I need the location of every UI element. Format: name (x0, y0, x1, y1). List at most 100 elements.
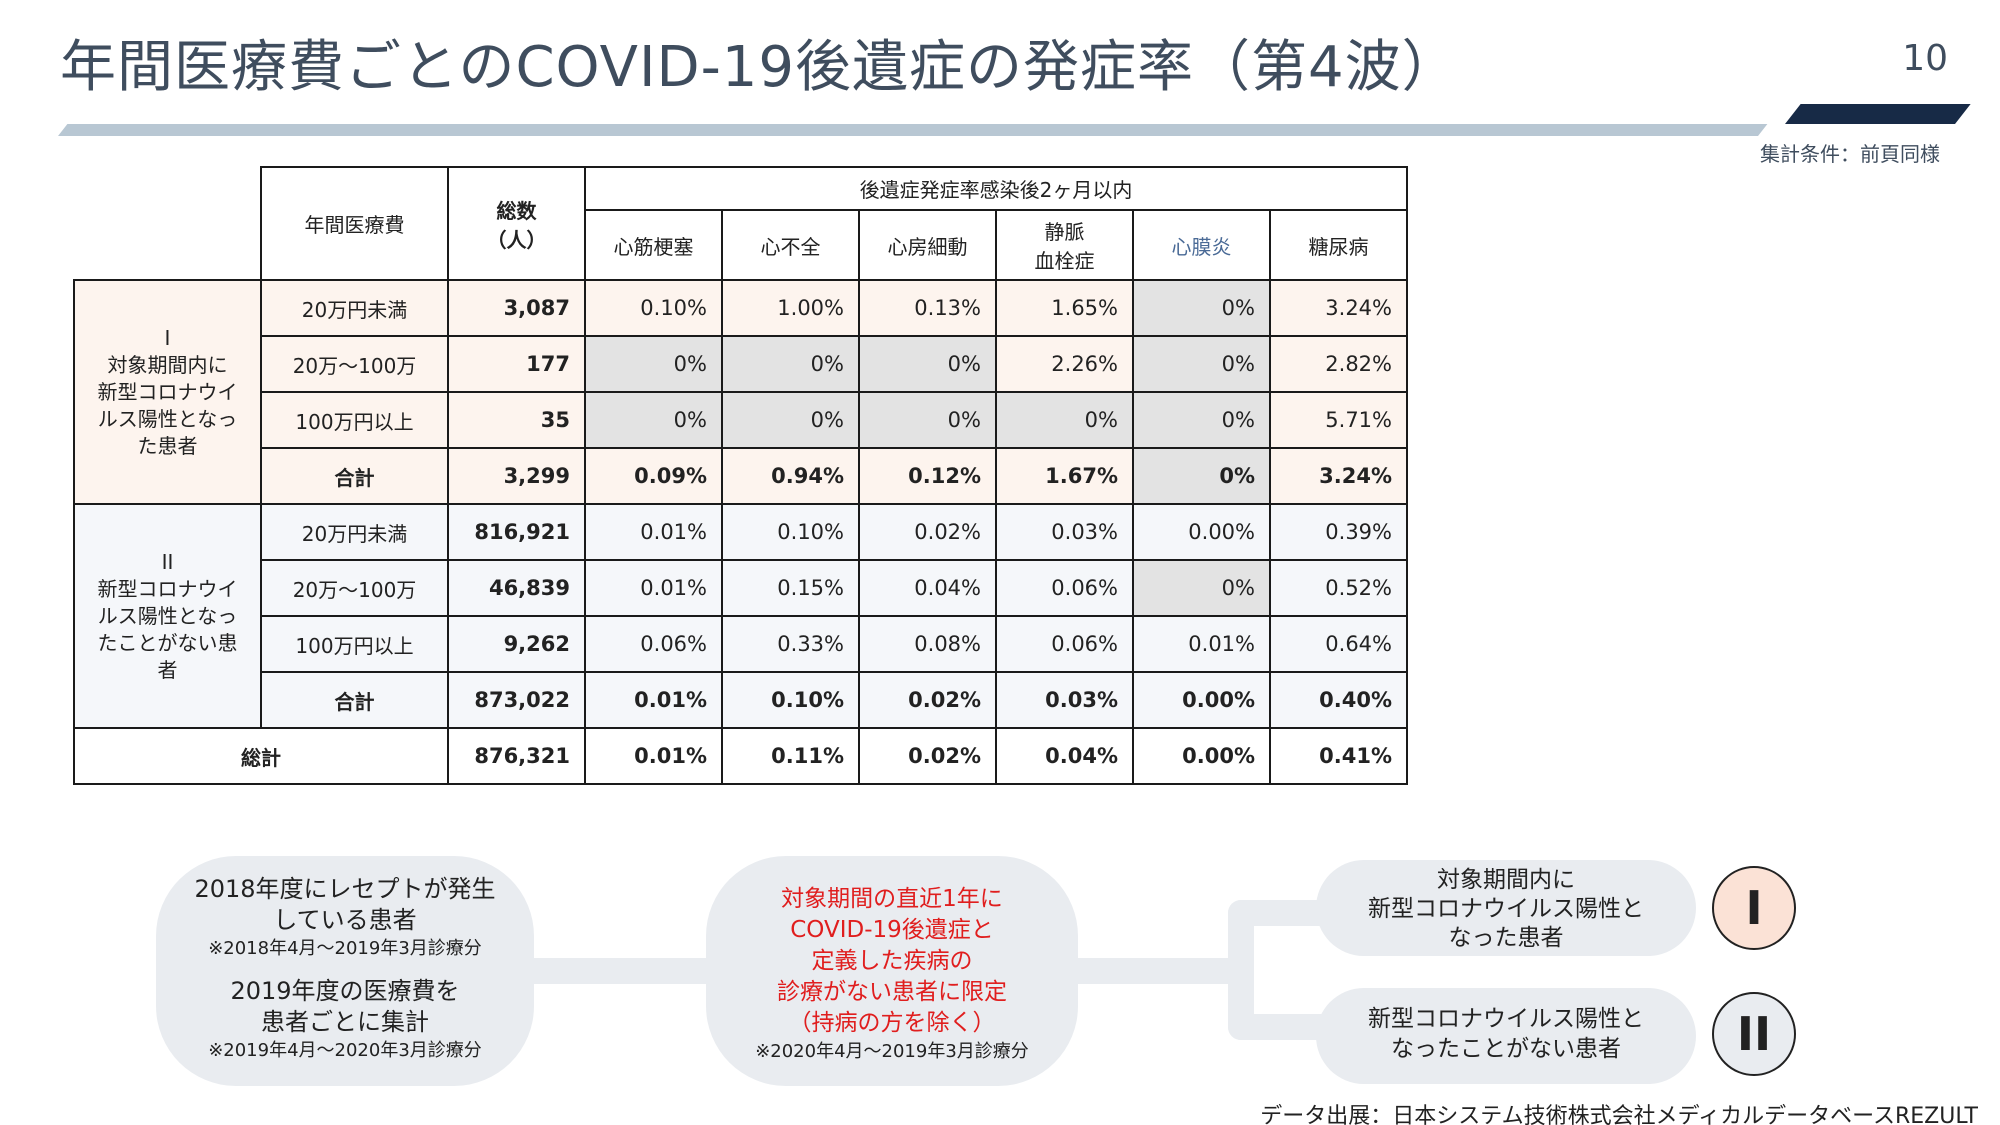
group-label-line: 新型コロナウイ (97, 379, 238, 404)
total-cell: 3,299 (447, 447, 586, 505)
group2-badge: II (1712, 992, 1796, 1076)
header-group: 後遺症発症率感染後2ヶ月以内 (584, 166, 1408, 211)
connector-branch-bottom (1228, 1014, 1324, 1040)
rate-cell: 1.67% (995, 447, 1134, 505)
rate-cell: 0.00% (1132, 503, 1271, 561)
flow-outcome-negative: 新型コロナウイルス陽性と なったことがない患者 (1316, 988, 1696, 1084)
rate-cell: 0.06% (995, 615, 1134, 673)
rate-cell: 0.08% (858, 615, 997, 673)
incidence-table: 年間医療費 総数 （人） 後遺症発症率感染後2ヶ月以内 心筋梗塞 心不全 心房細… (73, 166, 1408, 785)
header-condition-label-2: 血栓症 (1034, 249, 1095, 273)
header-condition-label: 心膜炎 (1171, 234, 1232, 259)
title-underline (58, 124, 1768, 136)
rate-cell: 0.09% (584, 447, 723, 505)
group-label-line: たことがない患 (97, 630, 238, 655)
header-condition: 糖尿病 (1269, 209, 1408, 281)
connector-mid-branch (1074, 958, 1254, 984)
rate-cell: 0.12% (858, 447, 997, 505)
total-cell: 35 (447, 391, 586, 449)
connector-branch-top (1228, 900, 1324, 926)
flow-text-highlight: （持病の方を除く） (788, 1010, 996, 1036)
grand-total-label: 総計 (73, 727, 449, 785)
rate-cell: 0.04% (995, 727, 1134, 785)
rate-cell: 0.02% (858, 727, 997, 785)
total-cell: 177 (447, 335, 586, 393)
connector-left-mid (530, 958, 710, 984)
subtotal-label: 合計 (260, 447, 449, 505)
cost-cell: 100万円以上 (260, 615, 449, 673)
condition-note: 集計条件：前頁同様 (1760, 142, 1940, 166)
header-condition-label: 心不全 (760, 234, 821, 259)
header-condition-label: 糖尿病 (1308, 234, 1369, 259)
total-cell: 3,087 (447, 279, 586, 337)
rate-cell: 0.52% (1269, 559, 1408, 617)
rate-cell: 2.82% (1269, 335, 1408, 393)
rate-cell: 0.06% (584, 615, 723, 673)
flow-step-receipts: 2018年度にレセプトが発生 している患者 ※2018年4月～2019年3月診療… (156, 856, 534, 1086)
flow-text: なったことがない患者 (1391, 1036, 1621, 1062)
flow-note: ※2019年4月～2020年3月診療分 (208, 1040, 482, 1061)
rate-cell: 0.04% (858, 559, 997, 617)
total-cell: 46,839 (447, 559, 586, 617)
flow-text: 新型コロナウイルス陽性と (1368, 896, 1644, 922)
header-total-line1: 総数 (496, 198, 537, 223)
header-condition-label: 心房細動 (887, 234, 968, 259)
group-label-line: ルス陽性となっ (97, 603, 238, 628)
header-condition: 心筋梗塞 (584, 209, 723, 281)
cost-cell: 20万～100万 (260, 559, 449, 617)
header-condition-label: 心筋梗塞 (613, 234, 694, 259)
rate-cell: 0.15% (721, 559, 860, 617)
group-label-line: 対象期間内に (107, 352, 228, 377)
rate-cell: 0.11% (721, 727, 860, 785)
rate-cell: 0.01% (584, 559, 723, 617)
rate-cell: 0.02% (858, 503, 997, 561)
header-condition-label: 静脈 (1044, 220, 1085, 244)
rate-cell: 0.64% (1269, 615, 1408, 673)
rate-cell: 0.10% (584, 279, 723, 337)
header-total: 総数 （人） (447, 166, 586, 281)
rate-cell: 1.65% (995, 279, 1134, 337)
group2-label: II 新型コロナウイ ルス陽性となっ たことがない患 者 (73, 503, 262, 729)
rate-cell: 0.10% (721, 671, 860, 729)
flow-text: なった患者 (1448, 925, 1564, 951)
rate-cell: 0.13% (858, 279, 997, 337)
flow-text: 患者ごとに集計 (261, 1008, 429, 1036)
header-condition: 静脈 血栓症 (995, 209, 1134, 281)
cost-cell: 20万～100万 (260, 335, 449, 393)
flow-text: 新型コロナウイルス陽性と (1368, 1006, 1644, 1032)
rate-cell: 0.41% (1269, 727, 1408, 785)
group-label-line: II (161, 549, 174, 574)
rate-cell: 0% (1132, 279, 1271, 337)
header-condition: 心膜炎 (1132, 209, 1271, 281)
header-total-line2: （人） (486, 227, 547, 252)
rate-cell: 0.01% (584, 503, 723, 561)
group-label-line: た患者 (137, 433, 198, 458)
page-title: 年間医療費ごとのCOVID-19後遺症の発症率（第4波） (60, 35, 1459, 100)
cost-cell: 20万円未満 (260, 279, 449, 337)
table-corner (74, 167, 261, 280)
group-label-line: 新型コロナウイ (97, 576, 238, 601)
total-cell: 816,921 (447, 503, 586, 561)
rate-cell: 0.10% (721, 503, 860, 561)
rate-cell: 2.26% (995, 335, 1134, 393)
data-source: データ出展：日本システム技術株式会社メディカルデータベースREZULT (1260, 1104, 1978, 1125)
rate-cell: 0% (858, 335, 997, 393)
group-label-line: ルス陽性となっ (97, 406, 238, 431)
rate-cell: 0% (858, 391, 997, 449)
rate-cell: 1.00% (721, 279, 860, 337)
rate-cell: 0.00% (1132, 671, 1271, 729)
rate-cell: 3.24% (1269, 279, 1408, 337)
total-cell: 9,262 (447, 615, 586, 673)
flow-text: 2018年度にレセプトが発生 (194, 875, 496, 903)
rate-cell: 0.02% (858, 671, 997, 729)
rate-cell: 0.01% (1132, 615, 1271, 673)
cost-cell: 20万円未満 (260, 503, 449, 561)
flow-text-highlight: 対象期間の直近1年に (781, 886, 1003, 912)
rate-cell: 0.01% (584, 671, 723, 729)
total-cell: 873,022 (447, 671, 586, 729)
flow-text-highlight: 診療がない患者に限定 (777, 979, 1007, 1005)
page-number: 10 (1902, 38, 1948, 79)
flow-text: している患者 (273, 906, 417, 934)
rate-cell: 0.40% (1269, 671, 1408, 729)
total-cell: 876,321 (447, 727, 586, 785)
